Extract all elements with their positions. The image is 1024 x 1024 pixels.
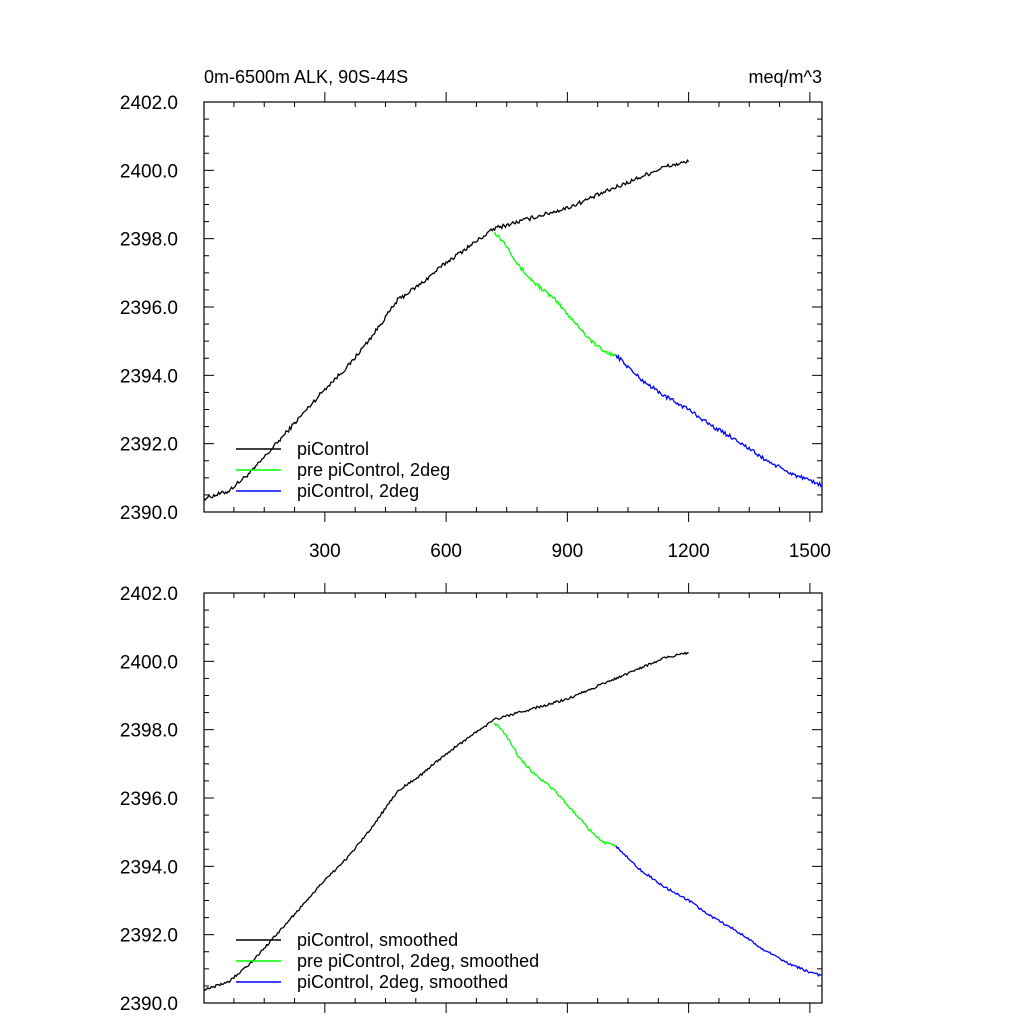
chart-title: 0m-6500m ALK, 90S-44S (204, 67, 408, 87)
x-tick-label: 1200 (667, 541, 709, 562)
series-line-1 (494, 722, 616, 847)
legend-label: piControl (297, 439, 369, 459)
panel-bottom: 2390.0 2392.0 2394.0 2396.0 2398.0 2400.0 2402… (120, 583, 823, 1015)
legend-label: pre piControl, 2deg, smoothed (297, 951, 539, 971)
legend-label: piControl, 2deg, smoothed (297, 972, 508, 992)
series-line-0 (203, 159, 690, 502)
legend-label: piControl, 2deg (297, 481, 419, 501)
y-tick-label: 2400.0 (120, 161, 178, 182)
x-tick-label: 1500 (789, 541, 831, 562)
units-label: meq/m^3 (749, 67, 822, 87)
series-line-1 (493, 231, 616, 358)
x-tick-label: 600 (430, 541, 462, 562)
series-line-2 (615, 845, 823, 977)
y-tick-label: 2398.0 (120, 230, 178, 251)
y-tick-label: 2394.0 (120, 857, 178, 878)
panel-top: 2390.0 2392.0 2394.0 2396.0 2398.0 2400.0 2402… (120, 92, 831, 562)
legend-label: pre piControl, 2deg (297, 460, 450, 480)
y-tick-label: 2392.0 (120, 926, 178, 947)
y-tick-label: 2398.0 (120, 721, 178, 742)
y-tick-label: 2390.0 (120, 503, 178, 524)
legend-label: piControl, smoothed (297, 930, 458, 950)
y-tick-label: 2390.0 (120, 994, 178, 1015)
y-tick-label: 2394.0 (120, 366, 178, 387)
y-tick-label: 2400.0 (120, 652, 178, 673)
y-tick-label: 2396.0 (120, 789, 178, 810)
x-tick-label: 300 (309, 541, 341, 562)
y-tick-label: 2396.0 (120, 298, 178, 319)
x-tick-label: 900 (552, 541, 584, 562)
y-tick-label: 2402.0 (120, 93, 178, 114)
series-line-0 (203, 651, 689, 992)
series-line-2 (615, 354, 823, 488)
y-tick-label: 2402.0 (120, 584, 178, 605)
y-tick-label: 2392.0 (120, 435, 178, 456)
